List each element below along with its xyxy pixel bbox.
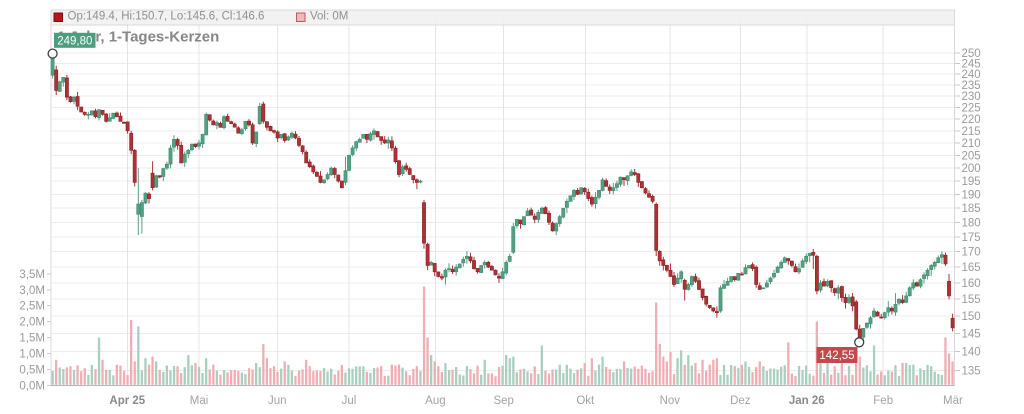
svg-text:Jul: Jul [342, 395, 357, 407]
svg-text:Sep: Sep [493, 395, 513, 407]
svg-text:Op:149.4, Hi:150.7, Lo:145.6,: Op:149.4, Hi:150.7, Lo:145.6, Cl:146.6 [68, 11, 265, 23]
svg-text:220: 220 [962, 114, 981, 126]
svg-text:145: 145 [962, 329, 981, 341]
svg-text:185: 185 [962, 203, 981, 215]
svg-text:250: 250 [962, 48, 981, 60]
svg-text:2,0M: 2,0M [19, 317, 45, 329]
svg-text:190: 190 [962, 190, 981, 202]
svg-text:Mär: Mär [943, 395, 963, 407]
svg-text:Vol: 0M: Vol: 0M [310, 11, 348, 23]
svg-text:180: 180 [962, 217, 981, 229]
svg-text:135: 135 [962, 365, 981, 377]
svg-text:200: 200 [962, 163, 981, 175]
svg-text:1 Jahr, 1-Tages-Kerzen: 1 Jahr, 1-Tages-Kerzen [57, 29, 219, 46]
svg-text:Dez: Dez [730, 395, 751, 407]
svg-text:2,5M: 2,5M [19, 301, 45, 313]
svg-text:140: 140 [962, 347, 981, 359]
svg-text:Nov: Nov [660, 395, 681, 407]
svg-text:142,55: 142,55 [819, 350, 854, 362]
svg-text:Mai: Mai [190, 395, 209, 407]
svg-text:175: 175 [962, 232, 981, 244]
svg-text:Apr 25: Apr 25 [109, 395, 145, 407]
svg-text:Jun: Jun [268, 395, 287, 407]
svg-text:155: 155 [962, 294, 981, 306]
svg-text:Feb: Feb [873, 395, 893, 407]
svg-text:230: 230 [962, 91, 981, 103]
svg-text:170: 170 [962, 247, 981, 259]
svg-text:0,5M: 0,5M [19, 364, 45, 376]
svg-text:3,0M: 3,0M [19, 285, 45, 297]
svg-text:Okt: Okt [576, 395, 595, 407]
svg-text:235: 235 [962, 80, 981, 92]
svg-text:0,0M: 0,0M [19, 380, 45, 392]
svg-text:195: 195 [962, 176, 981, 188]
svg-text:3,5M: 3,5M [19, 269, 45, 281]
svg-text:150: 150 [962, 311, 981, 323]
svg-text:Aug: Aug [425, 395, 445, 407]
svg-text:165: 165 [962, 262, 981, 274]
svg-text:215: 215 [962, 126, 981, 138]
svg-text:245: 245 [962, 59, 981, 71]
svg-text:Jan 26: Jan 26 [789, 395, 825, 407]
svg-text:160: 160 [962, 278, 981, 290]
svg-text:1,5M: 1,5M [19, 333, 45, 345]
svg-text:205: 205 [962, 150, 981, 162]
svg-text:225: 225 [962, 102, 981, 114]
svg-text:1,0M: 1,0M [19, 348, 45, 360]
svg-text:210: 210 [962, 138, 981, 150]
svg-text:249,80: 249,80 [57, 35, 92, 47]
svg-text:240: 240 [962, 69, 981, 81]
